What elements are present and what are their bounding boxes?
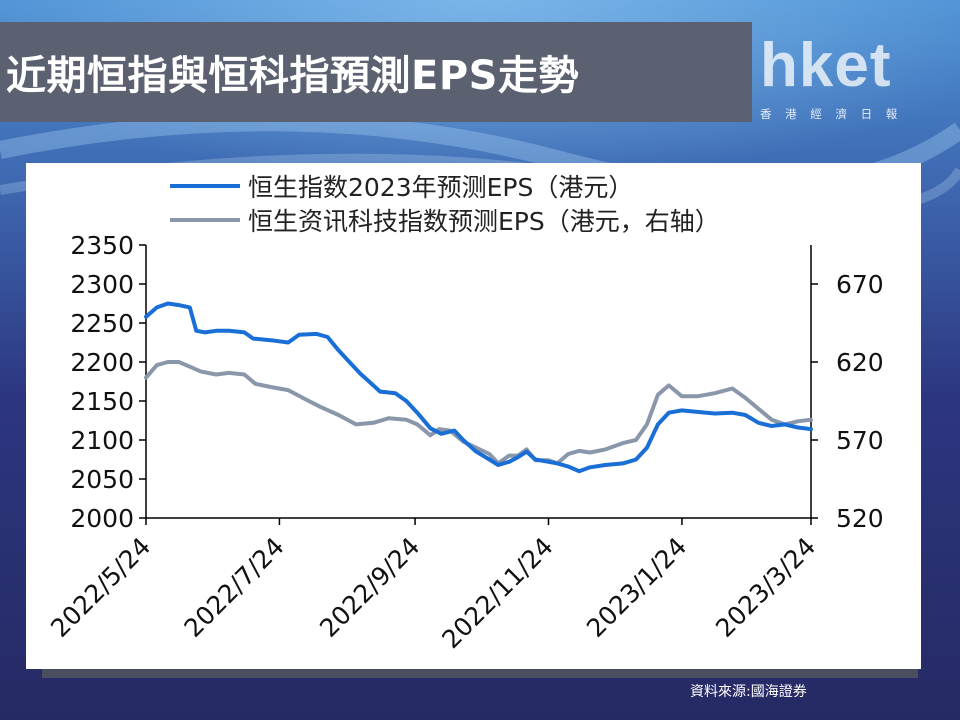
chart-panel: 恒生指数2023年预测EPS（港元） 恒生资讯科技指数预测EPS（港元，右轴） … xyxy=(26,163,921,669)
x-tick-label: 2022/5/24 xyxy=(45,532,156,643)
line-chart: 恒生指数2023年预测EPS（港元） 恒生资讯科技指数预测EPS（港元，右轴） … xyxy=(45,173,884,654)
y-right-tick-label: 620 xyxy=(836,348,884,377)
y-left-tick-label: 2250 xyxy=(70,309,134,338)
series-line-2 xyxy=(144,360,813,466)
y-right-tick-label: 570 xyxy=(836,426,884,455)
y-left-tick-label: 2150 xyxy=(70,387,134,416)
logo-subtitle: 香 港 經 濟 日 報 xyxy=(760,107,903,121)
y-left-tick-label: 2300 xyxy=(70,270,134,299)
x-tick-label: 2022/9/24 xyxy=(314,532,425,643)
plot-lines xyxy=(144,301,813,474)
y-left-tick-label: 2100 xyxy=(70,426,134,455)
page-title: 近期恒指與恒科指預測EPS走勢 xyxy=(6,53,579,99)
y-left-tick-label: 2350 xyxy=(70,231,134,260)
legend: 恒生指数2023年预测EPS（港元） 恒生资讯科技指数预测EPS（港元，右轴） xyxy=(170,173,720,236)
y-right-tick-label: 670 xyxy=(836,270,884,299)
x-tick-label: 2023/3/24 xyxy=(710,532,821,643)
legend-label-series-2: 恒生资讯科技指数预测EPS（港元，右轴） xyxy=(248,207,720,236)
y-left-tick-label: 2000 xyxy=(70,504,134,533)
hket-logo: hket 香 港 經 濟 日 報 xyxy=(760,31,930,126)
source-note: 資料來源:國海證券 xyxy=(690,684,807,700)
x-tick-label: 2023/1/24 xyxy=(581,532,692,643)
y-left-tick-label: 2200 xyxy=(70,348,134,377)
logo-wordmark: hket xyxy=(760,31,892,100)
title-bar: 近期恒指與恒科指預測EPS走勢 xyxy=(0,22,752,122)
x-tick-label: 2022/11/24 xyxy=(436,532,558,654)
x-tick-label: 2022/7/24 xyxy=(179,532,290,643)
series-line-1 xyxy=(144,301,813,474)
legend-label-series-1: 恒生指数2023年预测EPS（港元） xyxy=(248,173,633,202)
y-left-tick-label: 2050 xyxy=(70,465,134,494)
y-right-tick-label: 520 xyxy=(836,504,884,533)
